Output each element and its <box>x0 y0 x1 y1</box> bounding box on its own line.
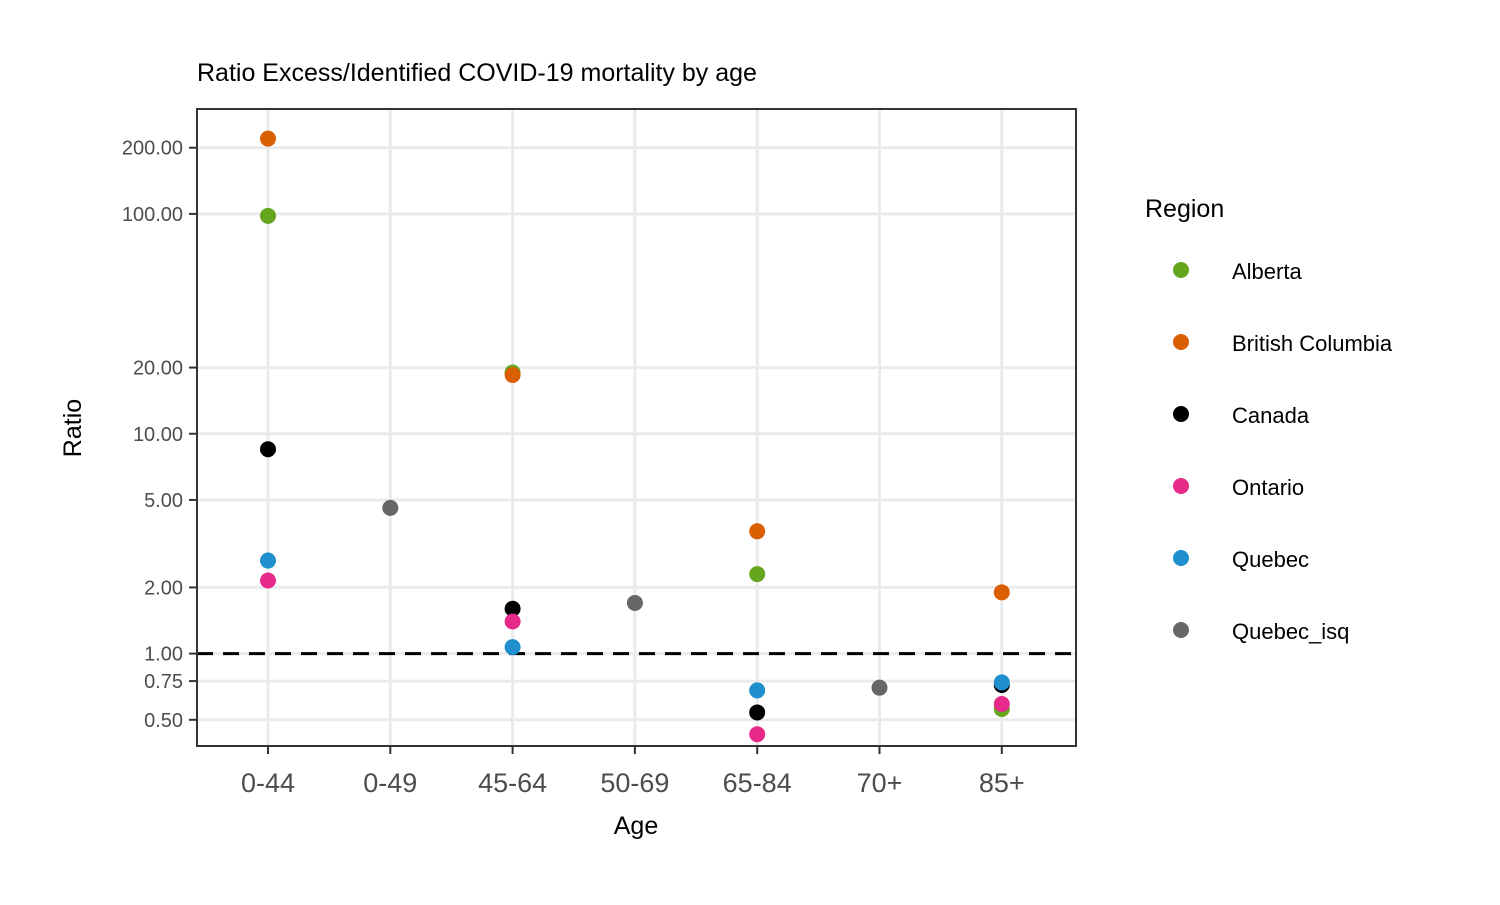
grid-lines <box>197 109 1076 746</box>
data-point <box>749 523 766 540</box>
legend-label: Ontario <box>1232 475 1304 500</box>
legend-key <box>1173 622 1189 638</box>
legend-label: Canada <box>1232 403 1310 428</box>
legend-item: Quebec_isq <box>1173 619 1349 644</box>
x-tick-label: 65-84 <box>723 768 792 798</box>
y-tick-label: 20.00 <box>133 358 183 380</box>
y-tick-label: 0.75 <box>144 671 183 693</box>
data-point <box>993 674 1010 691</box>
y-tick-label: 200.00 <box>122 138 183 160</box>
data-point <box>871 679 888 696</box>
x-tick-label: 0-49 <box>363 768 417 798</box>
data-point <box>260 207 276 224</box>
data-point <box>260 572 276 589</box>
y-axis: 0.50 0.75 1.00 2.00 5.00 10.00 20.00 100.00 200.… <box>122 138 197 732</box>
data-point <box>993 695 1010 712</box>
data-point <box>504 367 521 384</box>
y-tick-label: 10.00 <box>133 424 183 446</box>
x-tick-label: 45-64 <box>478 768 547 798</box>
legend-key <box>1173 478 1189 494</box>
y-tick-label: 5.00 <box>144 490 183 512</box>
plot-panel-border <box>196 108 1077 747</box>
data-point <box>749 682 766 699</box>
legend-items: Alberta British Columbia Canada Ontario Queb… <box>1173 259 1393 644</box>
legend: Region Alberta British Columbia Canada Onta… <box>1145 195 1393 644</box>
legend-item: British Columbia <box>1173 331 1393 356</box>
x-axis: 0-44 0-49 45-64 50-69 65-84 70+ 85+ <box>241 746 1025 798</box>
data-point <box>626 594 643 611</box>
y-tick-label: 100.00 <box>122 204 183 226</box>
y-tick-label: 1.00 <box>144 644 183 666</box>
legend-key <box>1173 550 1189 566</box>
data-points <box>260 130 1010 743</box>
data-point <box>504 600 521 617</box>
legend-title: Region <box>1145 195 1224 223</box>
x-tick-label: 50-69 <box>600 768 669 798</box>
x-tick-label: 70+ <box>857 768 903 798</box>
chart-title: Ratio Excess/Identified COVID-19 mortali… <box>197 59 757 87</box>
y-tick-label: 2.00 <box>144 577 183 599</box>
legend-item: Canada <box>1173 403 1310 428</box>
data-point <box>504 639 521 656</box>
legend-key <box>1173 334 1189 350</box>
legend-label: Quebec_isq <box>1232 619 1349 644</box>
data-point <box>260 441 276 458</box>
legend-label: Quebec <box>1232 547 1309 572</box>
data-point <box>993 584 1010 601</box>
x-tick-label: 0-44 <box>241 768 295 798</box>
data-point <box>749 726 766 743</box>
data-point <box>260 552 276 569</box>
legend-item: Ontario <box>1173 475 1304 500</box>
legend-label: Alberta <box>1232 259 1302 284</box>
legend-key <box>1173 406 1189 422</box>
data-point <box>260 130 276 147</box>
data-point <box>382 499 399 516</box>
data-point <box>749 566 766 583</box>
legend-item: Quebec <box>1173 547 1309 572</box>
x-axis-title: Age <box>614 812 658 840</box>
x-tick-label: 85+ <box>979 768 1025 798</box>
legend-label: British Columbia <box>1232 331 1393 356</box>
y-tick-label: 0.50 <box>144 710 183 732</box>
data-point <box>749 704 766 721</box>
y-axis-title: Ratio <box>59 399 87 457</box>
legend-key <box>1173 262 1189 278</box>
data-point <box>504 613 521 630</box>
legend-item: Alberta <box>1173 259 1302 284</box>
